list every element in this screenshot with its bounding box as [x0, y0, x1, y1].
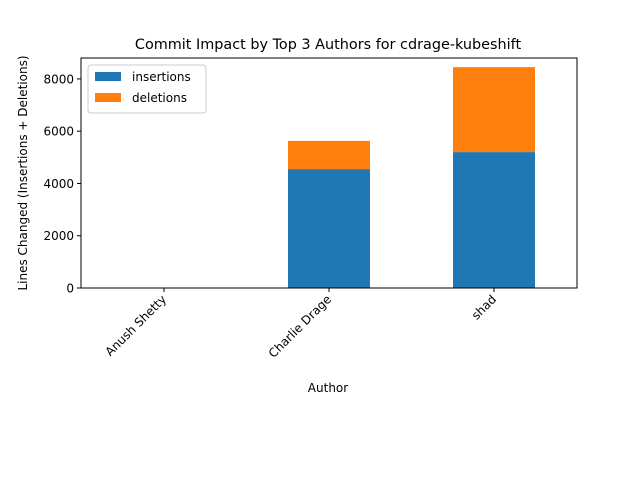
plot-bars	[288, 67, 535, 288]
y-tick-label: 6000	[43, 125, 74, 139]
bar-deletions-charlie-drage	[288, 140, 370, 170]
y-tick-label: 8000	[43, 72, 74, 86]
x-tick-label: Charlie Drage	[266, 292, 334, 360]
plot-frame	[80, 57, 578, 289]
y-axis-ticks: 0 2000 4000 6000 8000	[43, 72, 81, 296]
legend: insertions deletions	[87, 64, 207, 114]
legend-swatch-insertions	[95, 72, 121, 81]
y-axis-label: Lines Changed (Insertions + Deletions)	[16, 55, 30, 290]
legend-swatch-deletions	[95, 93, 121, 102]
x-axis-label: Author	[308, 381, 348, 395]
bar-deletions-shad	[453, 67, 535, 153]
bar-insertions-shad	[453, 152, 535, 288]
y-tick-label: 4000	[43, 177, 74, 191]
legend-label-deletions: deletions	[132, 91, 187, 105]
x-tick-label: shad	[469, 292, 499, 322]
legend-label-insertions: insertions	[132, 70, 191, 84]
y-tick-label: 2000	[43, 229, 74, 243]
chart-title: Commit Impact by Top 3 Authors for cdrag…	[135, 37, 522, 53]
bar-insertions-charlie-drage	[288, 169, 370, 288]
x-axis-ticks: Anush Shetty Charlie Drage shad	[102, 288, 499, 361]
y-tick-label: 0	[66, 282, 74, 296]
x-tick-label: Anush Shetty	[102, 292, 169, 359]
